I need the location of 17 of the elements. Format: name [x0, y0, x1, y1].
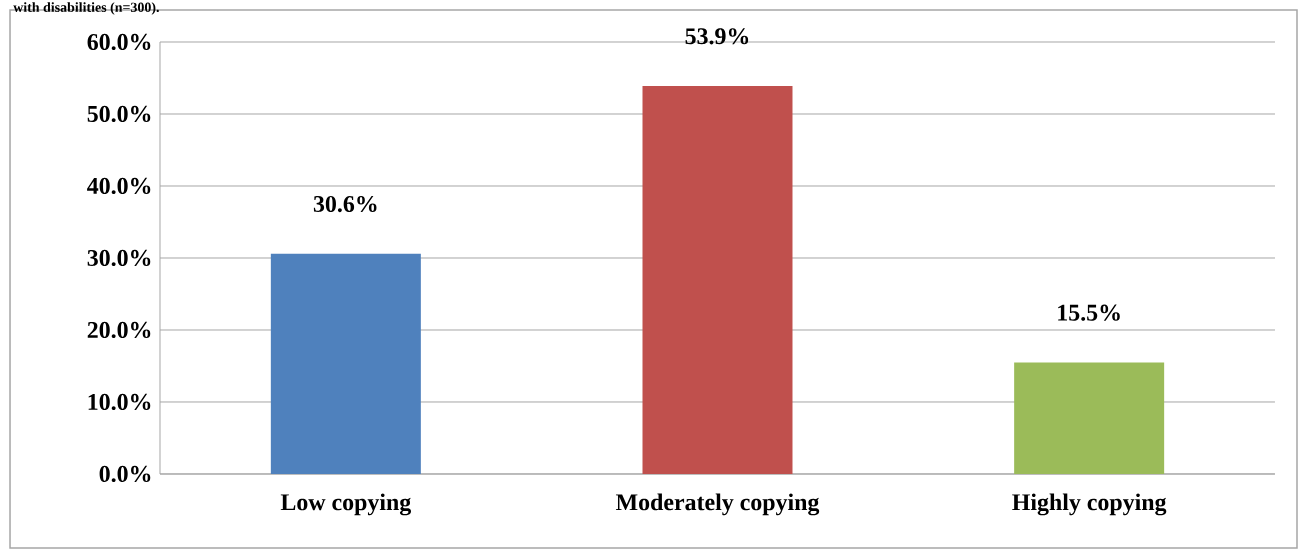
y-tick-label: 60.0% — [87, 33, 151, 51]
chart-title: with disabilities (n=300). — [13, 2, 159, 15]
data-label: 30.6% — [313, 195, 377, 213]
y-tick-label: 30.0% — [87, 249, 151, 267]
y-tick-label: 20.0% — [87, 321, 151, 339]
y-tick-label: 40.0% — [87, 177, 151, 195]
y-tick-label: 0.0% — [99, 465, 151, 483]
bar — [270, 253, 421, 474]
bar — [642, 85, 793, 474]
data-label: 53.9% — [685, 28, 749, 45]
y-tick-label: 50.0% — [87, 105, 151, 123]
x-tick-label: Low copying — [280, 493, 412, 516]
bar — [1014, 362, 1165, 474]
x-tick-label: Moderately copying — [615, 493, 820, 516]
y-tick-label: 10.0% — [88, 393, 151, 411]
x-tick-label: Highly copying — [1012, 493, 1167, 516]
data-label: 15.5% — [1058, 304, 1120, 321]
